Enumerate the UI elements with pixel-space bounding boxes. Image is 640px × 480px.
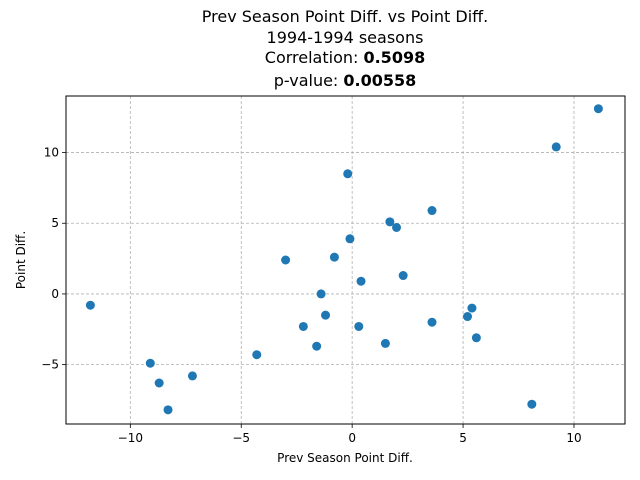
- y-tick-label: 0: [51, 287, 59, 301]
- pvalue-line: p-value: 0.00558: [274, 71, 417, 90]
- data-point: [593, 104, 603, 114]
- data-point: [471, 333, 481, 343]
- x-tick-label: 5: [459, 431, 467, 445]
- x-tick-label: 0: [348, 431, 356, 445]
- chart-title: Prev Season Point Diff. vs Point Diff.: [202, 7, 489, 26]
- grid: [66, 96, 625, 424]
- data-point: [163, 405, 173, 415]
- data-point: [316, 289, 326, 299]
- data-point: [85, 300, 95, 310]
- x-tick-label: −5: [232, 431, 250, 445]
- data-point: [527, 399, 537, 409]
- data-point: [427, 317, 437, 327]
- data-point: [398, 271, 408, 281]
- y-tick-label: −5: [41, 358, 59, 372]
- data-point: [343, 169, 353, 179]
- data-point: [312, 341, 322, 351]
- data-point: [298, 321, 308, 331]
- data-point: [252, 350, 262, 360]
- data-point: [281, 255, 291, 265]
- data-point: [329, 252, 339, 262]
- pvalue-label: p-value:: [274, 71, 344, 90]
- y-tick-label: 5: [51, 216, 59, 230]
- data-point: [321, 310, 331, 320]
- correlation-line: Correlation: 0.5098: [265, 48, 425, 67]
- data-point: [345, 234, 355, 244]
- plot-frame: [65, 95, 626, 425]
- correlation-value: 0.5098: [363, 48, 425, 67]
- x-axis-label: Prev Season Point Diff.: [277, 451, 413, 465]
- data-point: [354, 321, 364, 331]
- pvalue-value: 0.00558: [343, 71, 416, 90]
- data-point: [356, 276, 366, 286]
- data-point: [380, 338, 390, 348]
- data-point: [145, 358, 155, 368]
- correlation-label: Correlation:: [265, 48, 364, 67]
- data-point: [551, 142, 561, 152]
- data-point: [392, 222, 402, 232]
- data-point: [385, 217, 395, 227]
- y-axis-label: Point Diff.: [14, 231, 28, 289]
- y-tick-label: 10: [44, 146, 59, 160]
- data-point: [463, 312, 473, 322]
- data-points: [85, 104, 603, 415]
- data-point: [467, 303, 477, 313]
- chart-subtitle: 1994-1994 seasons: [267, 28, 424, 47]
- data-point: [427, 206, 437, 216]
- data-point: [154, 378, 164, 388]
- data-point: [187, 371, 197, 381]
- x-tick-label: −10: [118, 431, 143, 445]
- x-tick-label: 10: [566, 431, 581, 445]
- axis-ticks: −10 −5 0 5 10 −5 0 5 10: [41, 146, 581, 445]
